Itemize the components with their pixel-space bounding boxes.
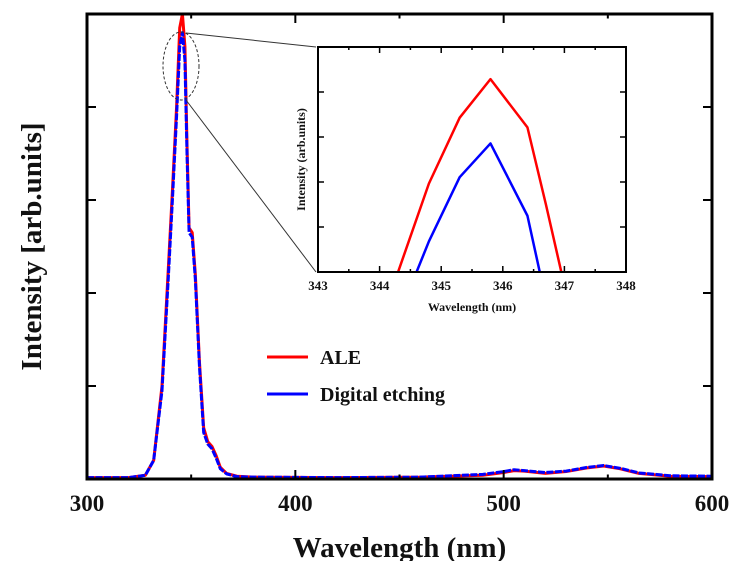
x-tick-label: 347: [555, 278, 575, 293]
series-line-digital-etching: [415, 142, 541, 272]
legend: ALE Digital etching: [267, 347, 445, 406]
zoom-connector-bottom: [185, 99, 317, 273]
x-tick-label: 500: [486, 491, 521, 516]
main-plot: 300 400 500 600 Wavelength (nm) Intensity [ar…: [16, 12, 730, 561]
x-tick-label: 346: [493, 278, 513, 293]
y-axis-label: Intensity (arb.units): [294, 108, 308, 211]
x-axis-label: Wavelength (nm): [293, 532, 506, 561]
zoom-connector-top: [185, 32, 317, 48]
x-tick-label: 300: [70, 491, 105, 516]
x-tick-label: 400: [278, 491, 313, 516]
x-tick-label: 343: [308, 278, 328, 293]
plot-background: [318, 47, 626, 272]
legend-label-digital-etching: Digital etching: [320, 384, 445, 406]
series-line-ale: [396, 77, 563, 272]
y-axis-label: Intensity [arb.units]: [16, 122, 48, 370]
x-tick-label: 348: [616, 278, 636, 293]
series-line-digital-etching: [87, 31, 712, 479]
x-axis-label: Wavelength (nm): [428, 300, 516, 314]
x-tick-label: 344: [370, 278, 390, 293]
x-tick-label: 345: [431, 278, 451, 293]
x-tick-label: 600: [695, 491, 730, 516]
legend-label-ale: ALE: [320, 347, 361, 369]
inset-plot: 343 344 345 346 347 348 Wavelength (nm) Intensi…: [294, 46, 636, 314]
zoom-callout: [162, 31, 317, 273]
zoom-ellipse: [162, 31, 200, 101]
